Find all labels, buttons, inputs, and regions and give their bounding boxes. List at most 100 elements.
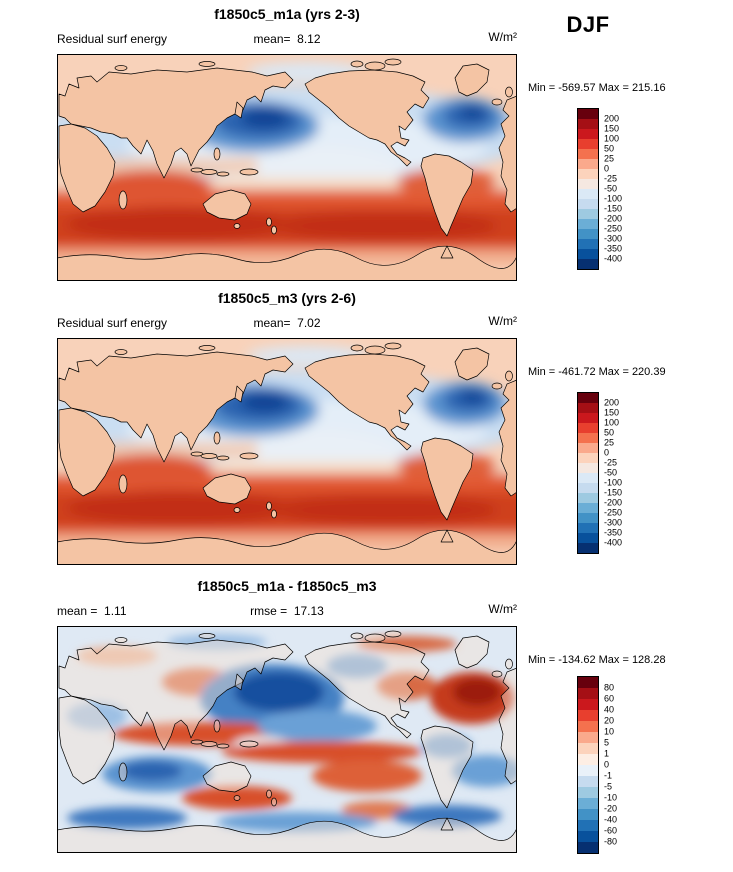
colorbar-tick-label: 200 (604, 113, 620, 124)
colorbar-tick-label: 5 (604, 737, 610, 748)
colorbar-tick-label: -300 (604, 517, 623, 528)
colorbar-segment (578, 710, 598, 721)
colorbar-segment (578, 677, 598, 688)
colorbar-tick-label: 25 (604, 153, 615, 164)
panel-title: f1850c5_m3 (yrs 2-6) (218, 290, 356, 306)
colorbar-segment (578, 523, 598, 533)
colorbar-segment (578, 413, 598, 423)
colorbar-tick-label: -100 (604, 193, 623, 204)
colorbar-tick-label: 20 (604, 715, 615, 726)
colorbar-segment (578, 209, 598, 219)
colorbar-segment (578, 433, 598, 443)
colorbar-segment (578, 743, 598, 754)
colorbar-tick-label: 10 (604, 726, 615, 737)
colorbar-segment (578, 119, 598, 129)
colorbar-tick-label: 25 (604, 437, 615, 448)
colorbar-segment (578, 754, 598, 765)
colorbar-bar (577, 676, 599, 854)
colorbar-tick-label: 0 (604, 447, 610, 458)
mean-label: mean = (57, 604, 98, 618)
panel-title: f1850c5_m1a (yrs 2-3) (214, 6, 360, 22)
colorbar-segment (578, 219, 598, 229)
colorbar-segment (578, 249, 598, 259)
colorbar-tick-label: -250 (604, 507, 623, 518)
colorbar-segment (578, 543, 598, 553)
colorbar-segment (578, 842, 598, 853)
rmse-stat: rmse = 17.13 (57, 604, 517, 618)
colorbar-tick-label: 60 (604, 693, 615, 704)
colorbar-segment (578, 699, 598, 710)
colorbar-segment (578, 159, 598, 169)
colorbar-tick-label: -250 (604, 223, 623, 234)
colorbar-segment (578, 189, 598, 199)
world-map-residual-m1a (57, 54, 517, 281)
colorbar-tick-label: -200 (604, 497, 623, 508)
colorbar-tick-label: -60 (604, 825, 618, 836)
colorbar-tick-label: -25 (604, 173, 618, 184)
colorbar-segment (578, 721, 598, 732)
colorbar-tick-label: 40 (604, 704, 615, 715)
mean-stat: mean = 1.11 (57, 604, 127, 618)
world-map-difference (57, 626, 517, 853)
colorbar-segment (578, 513, 598, 523)
colorbar-tick-label: -400 (604, 537, 623, 548)
minmax-label: Min = -569.57 Max = 215.16 (528, 82, 666, 94)
colorbar-tick-label: -400 (604, 253, 623, 264)
units-label: W/m² (488, 602, 517, 616)
colorbar-segment (578, 229, 598, 239)
world-map-residual-m3 (57, 338, 517, 565)
colorbar-tick-label: -50 (604, 183, 618, 194)
colorbar-segment (578, 831, 598, 842)
mean-stat: mean= 7.02 (57, 316, 517, 330)
colorbar-segment (578, 732, 598, 743)
colorbar-tick-label: -10 (604, 792, 618, 803)
world-map-svg (57, 338, 517, 565)
colorbar-segment (578, 129, 598, 139)
panel-f1850c5-m3: f1850c5_m3 (yrs 2-6) Residual surf energ… (0, 284, 733, 584)
colorbar-segment (578, 453, 598, 463)
colorbar-segment (578, 533, 598, 543)
colorbar: 80 60 40 20 10 5 1 0 -1 -5 -10 -20 -40 -60 -80 (577, 676, 617, 854)
colorbar-segment (578, 493, 598, 503)
colorbar-tick-label: -80 (604, 836, 618, 847)
colorbar-tick-label: 150 (604, 407, 620, 418)
colorbar-segment (578, 403, 598, 413)
colorbar-segment (578, 787, 598, 798)
colorbar-tick-label: -40 (604, 814, 618, 825)
colorbar-tick-label: -20 (604, 803, 618, 814)
colorbar-segment (578, 820, 598, 831)
mean-value: 7.02 (297, 316, 321, 330)
panel-title: f1850c5_m1a - f1850c5_m3 (197, 578, 377, 594)
colorbar-segment (578, 483, 598, 493)
colorbar: 200 150 100 50 25 0 -25 -50 -100 -150 -200 -250 -300… (577, 392, 622, 554)
colorbar-segment (578, 149, 598, 159)
colorbar-segment (578, 473, 598, 483)
colorbar-tick-label: -350 (604, 243, 623, 254)
variable-label: Residual surf energy (57, 316, 168, 330)
units-label: W/m² (488, 30, 517, 44)
colorbar-tick-label: -200 (604, 213, 623, 224)
colorbar-segment (578, 169, 598, 179)
colorbar-segment (578, 423, 598, 433)
panel-f1850c5-m1a: f1850c5_m1a (yrs 2-3) Residual surf ener… (0, 0, 733, 300)
colorbar-tick-label: -150 (604, 203, 623, 214)
colorbar-segment (578, 688, 598, 699)
colorbar-segment (578, 798, 598, 809)
units-label: W/m² (488, 314, 517, 328)
colorbar-segment (578, 809, 598, 820)
colorbar-tick-label: 0 (604, 759, 610, 770)
minmax-label: Min = -461.72 Max = 220.39 (528, 366, 666, 378)
colorbar: 200 150 100 50 25 0 -25 -50 -100 -150 -200 -250 -300… (577, 108, 622, 270)
colorbar-tick-label: 100 (604, 417, 620, 428)
colorbar-tick-label: -350 (604, 527, 623, 538)
colorbar-segment (578, 503, 598, 513)
colorbar-tick-label: -1 (604, 770, 613, 781)
colorbar-segment (578, 139, 598, 149)
rmse-label: rmse = (250, 604, 288, 618)
mean-label: mean= (253, 32, 291, 46)
colorbar-segment (578, 199, 598, 209)
mean-label: mean= (253, 316, 291, 330)
colorbar-segment (578, 776, 598, 787)
variable-label: Residual surf energy (57, 32, 168, 46)
